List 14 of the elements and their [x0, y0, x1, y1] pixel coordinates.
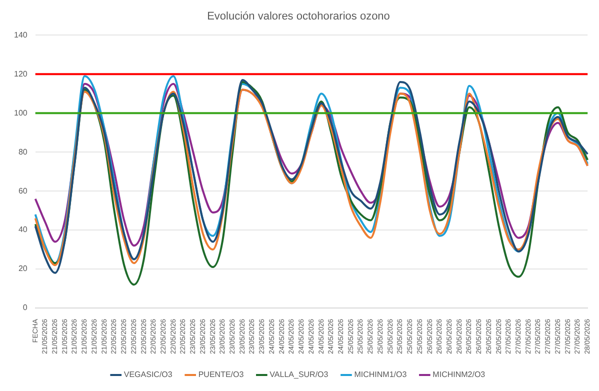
legend-label: PUENTE/O3: [198, 370, 244, 380]
y-tick-label: 140: [14, 30, 28, 40]
y-tick-label: 100: [14, 108, 28, 118]
legend-label: MICHINM2/O3: [432, 370, 486, 380]
legend-label: MICHINM1/O3: [354, 370, 408, 380]
y-tick-label: 0: [22, 303, 28, 312]
y-tick-label: 80: [18, 147, 28, 156]
y-tick-label: 60: [18, 186, 28, 196]
chart-title: Evolución valores octohorarios ozono: [207, 10, 390, 23]
y-tick-label: 40: [18, 225, 28, 234]
legend-label: VALLA_SUR/O3: [270, 370, 329, 380]
legend-label: VEGASIC/O3: [124, 370, 173, 380]
y-tick-label: 120: [14, 69, 28, 78]
y-tick-label: 20: [18, 264, 28, 274]
